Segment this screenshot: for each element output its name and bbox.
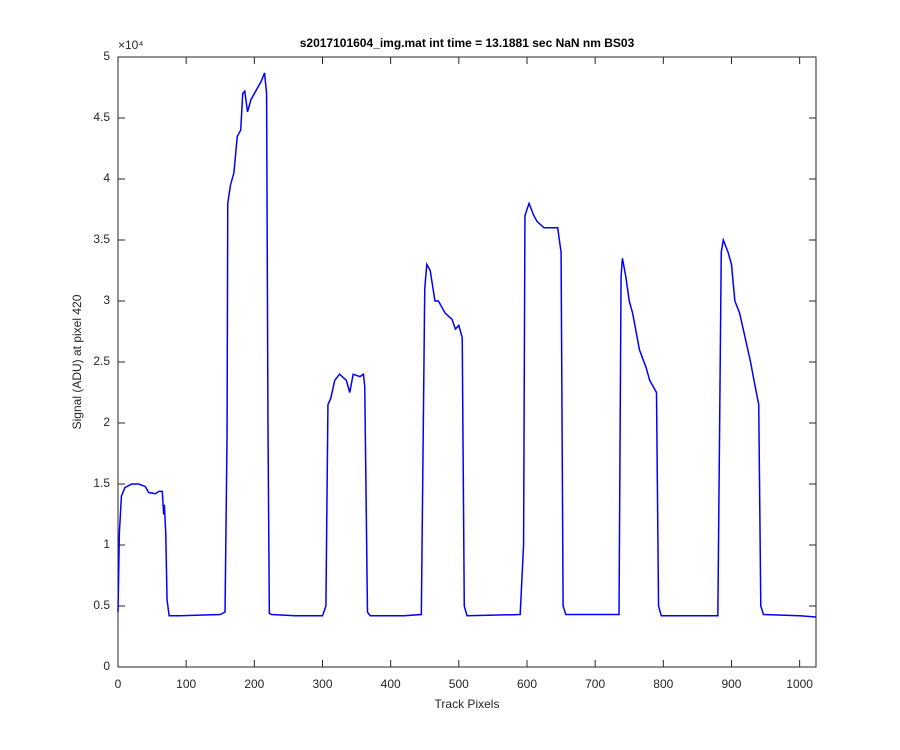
y-exponent: ×10⁴ — [118, 38, 144, 52]
data-line — [117, 72, 817, 618]
x-tick-label: 700 — [585, 677, 605, 691]
y-tick-label: 2.5 — [93, 354, 110, 368]
y-tick-label: 1.5 — [93, 476, 110, 490]
x-tick-label: 800 — [653, 677, 673, 691]
y-tick-label: 5 — [103, 49, 110, 63]
y-tick-label: 0.5 — [93, 598, 110, 612]
chart-title: s2017101604_img.mat int time = 13.1881 s… — [300, 36, 635, 50]
y-tick-label: 3.5 — [93, 232, 110, 246]
x-axis-label: Track Pixels — [435, 697, 500, 711]
x-tick-label: 200 — [244, 677, 264, 691]
x-tick-label: 400 — [381, 677, 401, 691]
y-tick-label: 3 — [103, 293, 110, 307]
y-tick-label: 0 — [103, 659, 110, 673]
y-tick-label: 1 — [103, 537, 110, 551]
x-tick-label: 300 — [312, 677, 332, 691]
axes-box — [117, 56, 817, 668]
x-tick-label: 0 — [115, 677, 122, 691]
x-tick-label: 1000 — [786, 677, 813, 691]
y-axis-label: Signal (ADU) at pixel 420 — [70, 294, 84, 429]
x-tick-label: 900 — [721, 677, 741, 691]
x-tick-label: 600 — [517, 677, 537, 691]
y-tick-label: 4.5 — [93, 110, 110, 124]
x-tick-label: 100 — [176, 677, 196, 691]
y-tick-label: 4 — [103, 171, 110, 185]
y-tick-label: 2 — [103, 415, 110, 429]
x-tick-label: 500 — [449, 677, 469, 691]
